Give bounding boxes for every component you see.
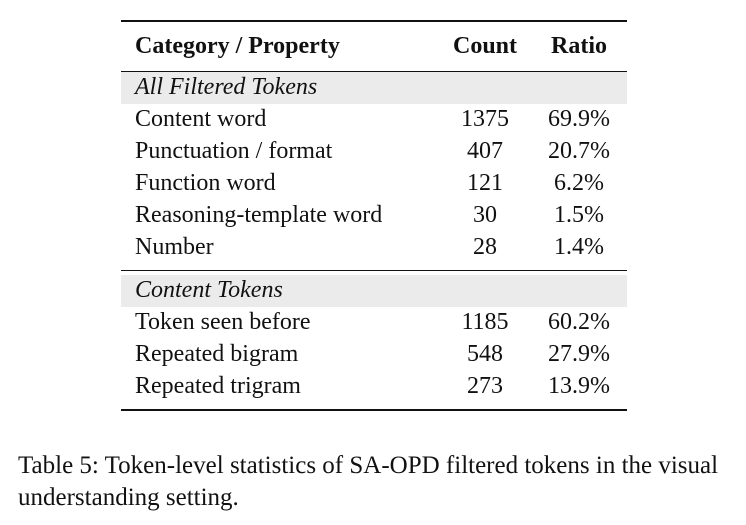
- section-divider: [121, 263, 627, 271]
- row-ratio: 69.9%: [548, 106, 610, 132]
- table-header-row: Category / Property Count Ratio: [121, 21, 627, 71]
- row-ratio: 1.5%: [554, 202, 604, 228]
- row-category: Number: [135, 234, 214, 260]
- row-count: 548: [467, 341, 503, 367]
- row-ratio: 1.4%: [554, 234, 604, 260]
- table-row: Repeated bigram 548 27.9%: [121, 339, 627, 371]
- row-count: 273: [467, 373, 503, 399]
- row-ratio: 13.9%: [548, 373, 610, 399]
- token-statistics-table: Category / Property Count Ratio All Filt…: [121, 20, 627, 411]
- table-caption: Table 5: Token-level statistics of SA-OP…: [18, 452, 719, 511]
- row-count: 121: [467, 170, 503, 196]
- row-category: Content word: [135, 106, 267, 132]
- row-ratio: 60.2%: [548, 309, 610, 335]
- table-row: Number 28 1.4%: [121, 232, 627, 264]
- section-title: All Filtered Tokens: [121, 71, 627, 104]
- table-row: Token seen before 1185 60.2%: [121, 307, 627, 339]
- table-row: Punctuation / format 407 20.7%: [121, 136, 627, 168]
- header-count: Count: [452, 32, 518, 59]
- section-header-row: Content Tokens: [121, 274, 627, 307]
- row-count: 30: [473, 202, 497, 228]
- row-category: Token seen before: [135, 309, 311, 335]
- section-header-row: All Filtered Tokens: [121, 71, 627, 104]
- header-ratio: Ratio: [551, 32, 607, 59]
- row-category: Punctuation / format: [135, 138, 333, 164]
- row-count: 1375: [461, 106, 509, 132]
- table-bottom-rule: [121, 402, 627, 411]
- row-category: Repeated trigram: [135, 373, 301, 399]
- table-row: Reasoning-template word 30 1.5%: [121, 200, 627, 232]
- row-ratio: 27.9%: [548, 341, 610, 367]
- row-category: Function word: [135, 170, 276, 196]
- row-ratio: 6.2%: [554, 170, 604, 196]
- header-category: Category / Property: [135, 32, 340, 59]
- statistics-table-container: Category / Property Count Ratio All Filt…: [121, 20, 627, 411]
- row-category: Reasoning-template word: [135, 202, 383, 228]
- table-row: Content word 1375 69.9%: [121, 104, 627, 136]
- table-row: Repeated trigram 273 13.9%: [121, 371, 627, 403]
- row-category: Repeated bigram: [135, 341, 299, 367]
- section-title: Content Tokens: [121, 274, 627, 307]
- row-count: 407: [467, 138, 503, 164]
- row-count: 1185: [461, 309, 509, 335]
- row-count: 28: [473, 234, 497, 260]
- row-ratio: 20.7%: [548, 138, 610, 164]
- table-row: Function word 121 6.2%: [121, 168, 627, 200]
